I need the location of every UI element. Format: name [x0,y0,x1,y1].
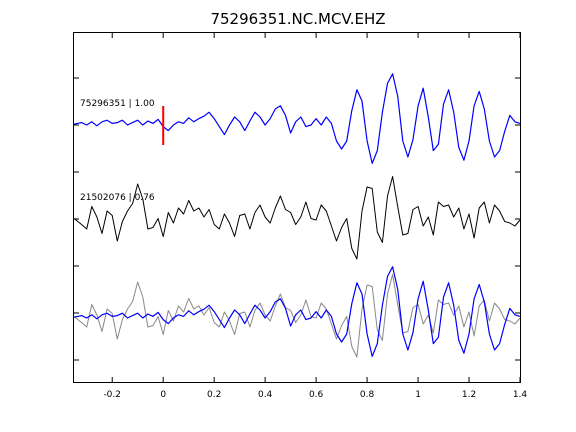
x-tick-label: 1.2 [462,390,476,400]
x-tick-label: 0.2 [207,390,221,400]
x-tick-label: -0.2 [103,390,121,400]
x-tick-label: 1.4 [513,390,528,400]
traces [73,73,521,358]
x-tick-label: 1 [415,390,421,400]
trace-neighbor [73,176,521,260]
plot-frame [73,32,521,383]
x-tick-label: 0.8 [360,390,375,400]
y-tick-marks [74,77,520,361]
x-axis: -0.2 0 0.2 0.4 0.6 0.8 1 1.2 1.4 [103,33,527,400]
x-tick-label: 0.4 [258,390,273,400]
trace-master [73,73,521,164]
trace-overlay-neighbor [73,274,521,358]
x-tick-label: 0 [160,390,166,400]
trace-label-neighbor: 21502076 | 0.76 [80,193,155,203]
trace-label-master: 75296351 | 1.00 [80,99,155,109]
x-tick-label: 0.6 [309,390,324,400]
trace-overlay-master [73,266,521,357]
chart-title: 75296351.NC.MCV.EHZ [210,10,385,28]
